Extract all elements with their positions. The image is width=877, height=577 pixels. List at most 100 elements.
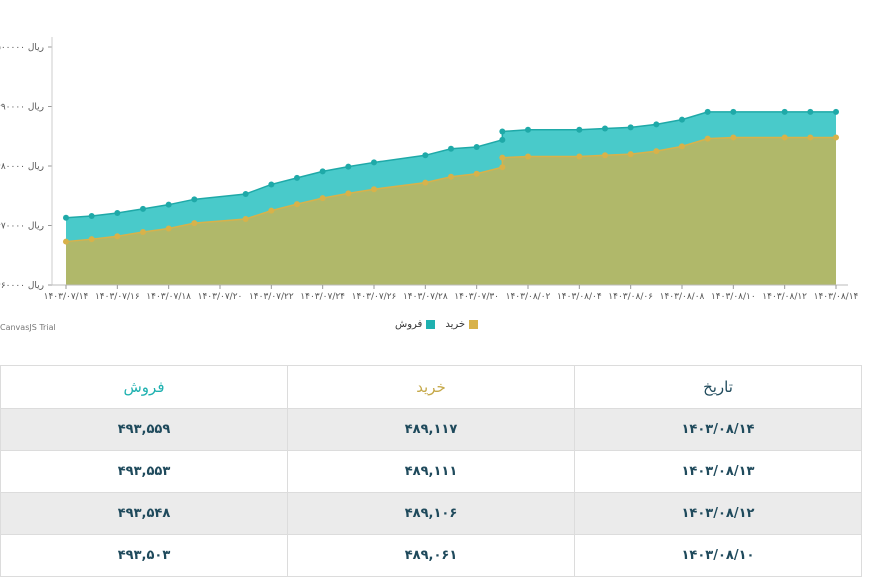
- data-point-sell: [140, 205, 146, 212]
- series-line-buy: [65, 136, 836, 243]
- data-point-sell: [448, 145, 454, 152]
- cell-buy: ۴۸۹,۱۱۱: [287, 450, 575, 493]
- data-point-buy: [781, 134, 788, 141]
- data-point-buy: [679, 143, 685, 150]
- x-tick-label: ۱۴۰۳/۰۸/۱۲: [762, 292, 807, 302]
- data-point-buy: [653, 148, 660, 155]
- price-table: فروش خرید تاریخ ۴۹۳,۵۵۹ ۴۸۹,۱۱۷ ۱۴۰۳/۰۸/…: [0, 365, 862, 577]
- data-point-buy: [345, 190, 352, 197]
- cell-sell: ۴۹۳,۵۵۳: [0, 450, 288, 493]
- data-point-sell: [525, 126, 531, 133]
- data-point-buy: [807, 134, 814, 141]
- data-point-sell: [781, 108, 788, 115]
- data-point-sell: [730, 108, 737, 115]
- data-point-buy: [191, 220, 198, 227]
- data-point-buy: [525, 153, 531, 160]
- header-buy: خرید: [287, 365, 575, 409]
- legend-item-buy[interactable]: خرید: [445, 319, 479, 330]
- cell-buy: ۴۸۹,۰۶۱: [287, 534, 575, 577]
- data-point-buy: [499, 164, 506, 171]
- y-tick-label: ۵۰۰۰۰۰ ریال: [0, 43, 44, 53]
- data-point-buy: [114, 233, 121, 240]
- data-point-buy: [165, 225, 172, 232]
- x-tick-label: ۱۴۰۳/۰۷/۲۸: [403, 292, 448, 302]
- x-tick-label: ۱۴۰۳/۰۸/۰۴: [557, 292, 602, 302]
- table-row: ۴۹۳,۵۵۳ ۴۸۹,۱۱۱ ۱۴۰۳/۰۸/۱۳: [0, 450, 862, 493]
- data-point-sell: [114, 210, 121, 217]
- x-tick-label: ۱۴۰۳/۰۷/۲۰: [198, 292, 243, 302]
- data-point-sell: [165, 201, 172, 208]
- data-point-buy: [704, 135, 711, 142]
- data-point-buy: [294, 201, 300, 208]
- x-tick-label: ۱۴۰۳/۰۷/۱۸: [146, 292, 191, 302]
- legend-swatch-sell: [426, 320, 436, 329]
- data-point-sell: [242, 190, 249, 197]
- legend: خرید فروش: [395, 319, 479, 330]
- data-point-buy: [422, 179, 429, 186]
- data-point-buy: [473, 170, 480, 177]
- data-point-sell: [268, 181, 275, 188]
- series-area-buy: [66, 137, 836, 285]
- x-tick-label: ۱۴۰۳/۰۷/۱۶: [95, 292, 140, 302]
- legend-label-sell: فروش: [395, 319, 423, 330]
- cell-date: ۱۴۰۳/۰۸/۱۲: [574, 492, 862, 535]
- cell-date: ۱۴۰۳/۰۸/۱۴: [574, 408, 862, 451]
- data-point-buy: [448, 173, 454, 180]
- data-point-buy: [268, 207, 275, 214]
- data-point-buy: [319, 195, 326, 202]
- data-point-sell: [602, 125, 608, 132]
- price-chart: ۴۶۰۰۰۰ ریال ۴۷۰۰۰۰ ریال ۴۸۰۰۰۰ ریال ۴۹۰۰۰۰ …: [0, 37, 859, 332]
- y-tick-label: ۴۸۰۰۰۰ ریال: [0, 162, 44, 172]
- data-point-buy: [730, 134, 737, 141]
- data-point-sell: [807, 108, 814, 115]
- x-tick-label: ۱۴۰۳/۰۸/۰۸: [660, 292, 705, 302]
- data-point-buy: [499, 154, 506, 161]
- cell-sell: ۴۹۳,۵۴۸: [0, 492, 288, 535]
- data-point-buy: [576, 153, 583, 160]
- table-row: ۴۹۳,۵۵۹ ۴۸۹,۱۱۷ ۱۴۰۳/۰۸/۱۴: [0, 408, 862, 451]
- header-date: تاریخ: [574, 365, 862, 409]
- data-point-sell: [294, 174, 300, 181]
- data-point-sell: [473, 143, 480, 150]
- x-tick-label: ۱۴۰۳/۰۸/۰۶: [608, 292, 653, 302]
- cell-buy: ۴۸۹,۱۱۷: [287, 408, 575, 451]
- table-header-row: فروش خرید تاریخ: [0, 365, 862, 409]
- data-point-sell: [319, 168, 326, 175]
- series-line-sell: [65, 111, 836, 219]
- trial-watermark: CanvasJS Trial: [0, 323, 56, 332]
- x-tick-label: ۱۴۰۳/۰۷/۲۶: [352, 292, 397, 302]
- x-tick-label: ۱۴۰۳/۰۷/۱۴: [44, 292, 89, 302]
- data-point-buy: [602, 152, 608, 159]
- legend-item-sell[interactable]: فروش: [395, 319, 436, 330]
- data-point-sell: [191, 196, 198, 203]
- table-row: ۴۹۳,۵۰۳ ۴۸۹,۰۶۱ ۱۴۰۳/۰۸/۱۰: [0, 534, 862, 577]
- data-point-sell: [679, 116, 685, 123]
- x-tick-label: ۱۴۰۳/۰۷/۳۰: [454, 292, 499, 302]
- data-point-sell: [499, 136, 506, 143]
- data-point-sell: [422, 152, 429, 159]
- data-point-sell: [833, 108, 839, 115]
- data-point-buy: [371, 186, 377, 193]
- y-tick-label: ۴۷۰۰۰۰ ریال: [0, 222, 44, 232]
- data-point-sell: [653, 121, 660, 128]
- x-tick-label: ۱۴۰۳/۰۷/۲۴: [300, 292, 345, 302]
- table-row: ۴۹۳,۵۴۸ ۴۸۹,۱۰۶ ۱۴۰۳/۰۸/۱۲: [0, 492, 862, 535]
- data-point-buy: [833, 134, 839, 141]
- data-point-sell: [704, 108, 711, 115]
- data-point-sell: [63, 214, 69, 221]
- data-point-buy: [88, 236, 95, 243]
- x-tick-label: ۱۴۰۳/۰۷/۲۲: [249, 292, 294, 302]
- y-tick-label: ۴۹۰۰۰۰ ریال: [0, 103, 44, 113]
- x-tick-label: ۱۴۰۳/۰۸/۱۰: [711, 292, 756, 302]
- cell-date: ۱۴۰۳/۰۸/۱۰: [574, 534, 862, 577]
- data-point-sell: [88, 212, 95, 219]
- data-point-buy: [63, 238, 69, 245]
- chart-svg: ۴۶۰۰۰۰ ریال ۴۷۰۰۰۰ ریال ۴۸۰۰۰۰ ریال ۴۹۰۰۰۰ …: [0, 37, 859, 302]
- cell-sell: ۴۹۳,۵۵۹: [0, 408, 288, 451]
- cell-date: ۱۴۰۳/۰۸/۱۳: [574, 450, 862, 493]
- x-tick-label: ۱۴۰۳/۰۸/۱۴: [814, 292, 859, 302]
- data-point-sell: [499, 128, 506, 135]
- header-sell: فروش: [0, 365, 288, 409]
- data-point-sell: [576, 126, 583, 133]
- data-point-sell: [627, 124, 634, 131]
